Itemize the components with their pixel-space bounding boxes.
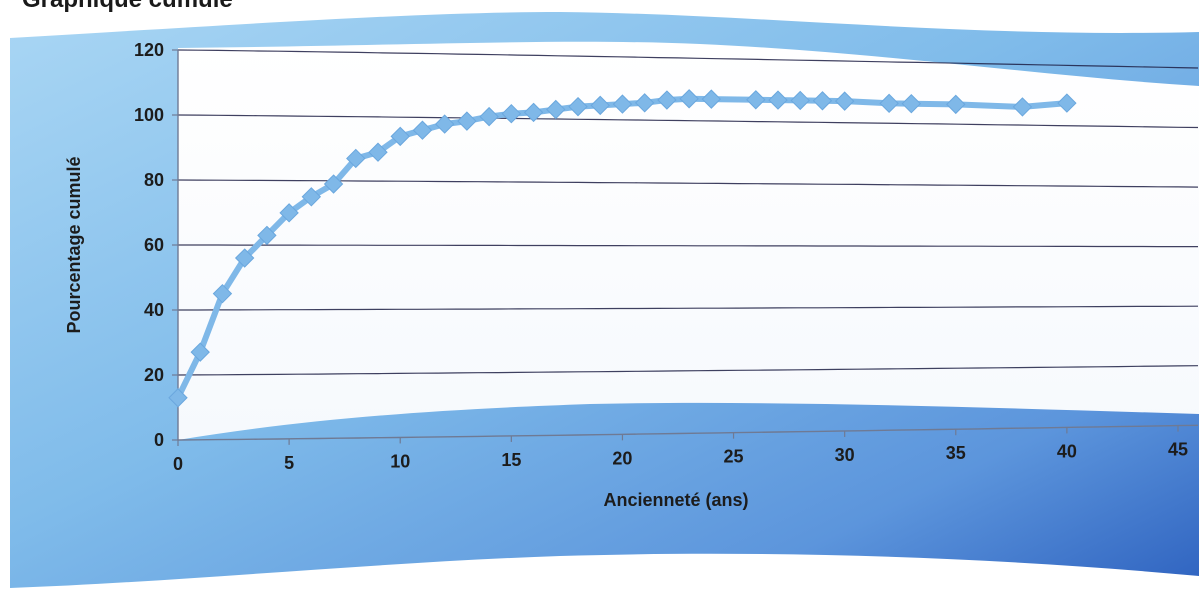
y-axis-title: Pourcentage cumulé: [64, 156, 84, 333]
x-tick-label-20: 20: [612, 448, 632, 468]
plot-area: [178, 41, 1199, 440]
data-point-6: [301, 187, 322, 207]
x-axis-title: Ancienneté (ans): [603, 490, 748, 510]
gridline-y-100: [177, 114, 1199, 129]
y-tick-label-60: 60: [144, 235, 164, 255]
grid-lines: [177, 49, 1199, 376]
data-point-29: [812, 91, 833, 111]
data-point-30: [834, 91, 855, 111]
x-tick-label-35: 35: [946, 443, 966, 463]
data-point-16: [523, 102, 544, 123]
y-tick-label-40: 40: [144, 300, 164, 320]
data-point-27: [768, 90, 788, 110]
data-point-17: [546, 99, 566, 120]
data-point-40: [1057, 93, 1077, 113]
x-axis-line: [177, 424, 1199, 441]
data-point-4: [257, 225, 277, 246]
x-tick-label-45: 45: [1168, 440, 1188, 460]
x-tick-label-25: 25: [724, 447, 744, 467]
gridline-y-60: [178, 244, 1198, 248]
x-tick-label-5: 5: [284, 453, 294, 473]
data-point-32: [879, 93, 899, 114]
data-point-2: [212, 283, 233, 304]
data-point-10: [390, 126, 410, 147]
page-heading: Graphique cumulé: [22, 0, 233, 14]
gridline-y-20: [177, 365, 1199, 376]
data-point-20: [612, 94, 633, 114]
data-point-5: [279, 203, 299, 223]
y-tick-label-20: 20: [144, 365, 164, 385]
x-tick-label-10: 10: [390, 451, 410, 471]
data-markers: [168, 89, 1077, 408]
y-tick-label-120: 120: [134, 40, 164, 60]
data-point-22: [657, 90, 677, 110]
x-tick-label-15: 15: [501, 450, 521, 470]
data-point-19: [590, 95, 610, 116]
data-point-18: [568, 96, 588, 117]
x-tick-label-30: 30: [835, 445, 855, 465]
data-point-8: [346, 148, 366, 169]
data-point-35: [946, 94, 966, 115]
data-point-9: [368, 142, 388, 162]
gridline-y-40: [178, 305, 1199, 311]
x-tick-label-40: 40: [1057, 441, 1077, 461]
data-point-15: [501, 103, 522, 124]
data-point-26: [746, 90, 766, 110]
tick-labels: 0 20 40 60 80 100 120 0 5 10 15 20 25 30 35 40 45: [134, 40, 1188, 474]
data-point-13: [457, 111, 477, 131]
data-point-11: [412, 120, 433, 140]
y-tick-label-0: 0: [154, 430, 164, 450]
y-tick-label-100: 100: [134, 105, 164, 125]
data-point-23: [679, 89, 699, 109]
data-point-12: [434, 114, 455, 134]
y-tick-label-80: 80: [144, 170, 164, 190]
data-point-14: [479, 106, 499, 127]
data-point-21: [634, 93, 655, 113]
gridline-y-120: [177, 49, 1199, 69]
data-point-38: [1012, 97, 1033, 117]
data-point-1: [190, 342, 210, 362]
data-point-33: [901, 93, 922, 114]
x-tick-label-0: 0: [173, 454, 183, 474]
gridline-y-80: [177, 179, 1199, 188]
data-point-24: [701, 89, 722, 109]
data-point-0: [168, 388, 188, 408]
data-point-7: [323, 174, 344, 194]
axes: [172, 49, 1199, 446]
data-point-3: [234, 248, 255, 268]
data-point-28: [790, 90, 810, 111]
